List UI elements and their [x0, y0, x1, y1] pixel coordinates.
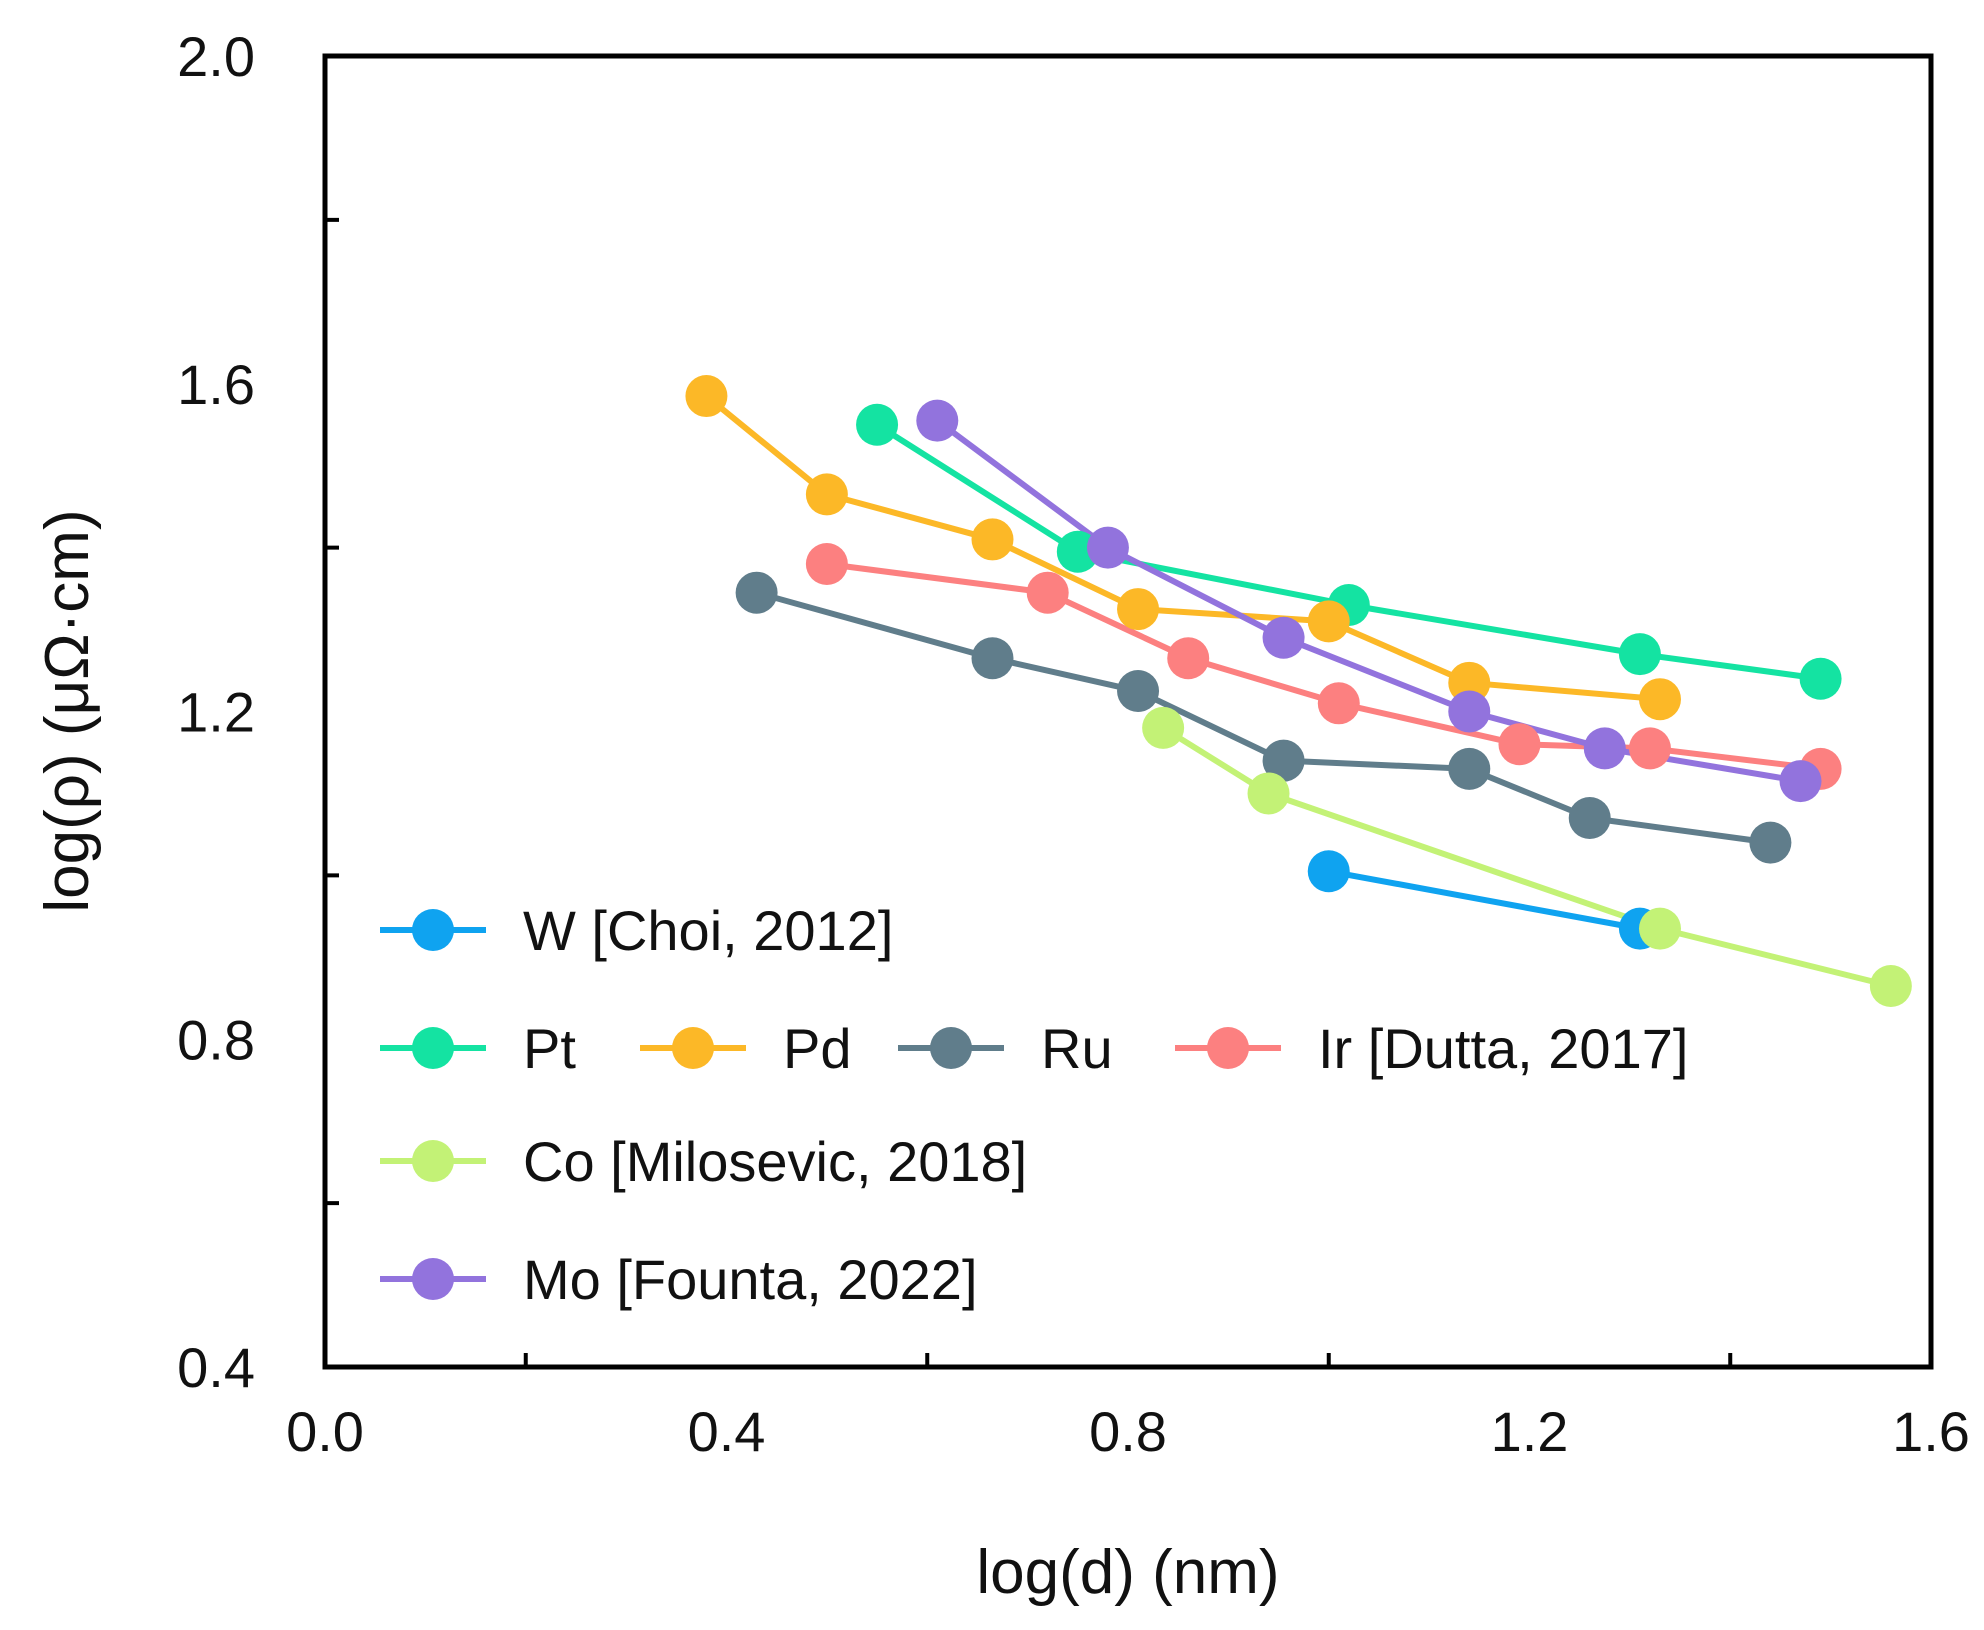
data-point-2 [1638, 678, 1681, 721]
legend-marker [412, 1027, 454, 1069]
legend-label: Ru [1041, 1017, 1113, 1080]
series-line-0 [1328, 868, 1641, 932]
data-point-4 [1167, 637, 1210, 680]
x-tick-label: 0.4 [688, 1400, 766, 1463]
data-point-4 [1317, 682, 1360, 725]
data-point-6 [1583, 727, 1626, 770]
x-tick-label: 1.6 [1892, 1400, 1970, 1463]
x-axis-label: log(d) (nm) [976, 1538, 1279, 1607]
data-point-2 [971, 518, 1014, 561]
data-point-5 [1869, 964, 1912, 1007]
legend-label: W [Choi, 2012] [523, 899, 893, 962]
data-point-4 [1628, 727, 1671, 770]
data-point-4 [1498, 723, 1541, 766]
data-point-4 [1026, 571, 1069, 614]
data-point-3 [1262, 739, 1305, 782]
data-point-3 [1448, 747, 1491, 790]
data-point-0 [1307, 850, 1350, 893]
legend-marker [672, 1027, 714, 1069]
data-point-1 [1799, 657, 1842, 700]
axis-ticks: 0.0 0.4 0.8 1.2 1.6 0.4 0.8 1.2 1.6 2.0 [177, 25, 1970, 1463]
legend: W [Choi, 2012] Pt Pd Ru Ir [Dutta, 2017] Co [… [380, 899, 1688, 1311]
data-point-5 [1247, 772, 1290, 815]
y-tick-label: 1.6 [177, 353, 255, 416]
data-point-6 [1262, 616, 1305, 659]
legend-label: Co [Milosevic, 2018] [523, 1130, 1027, 1193]
data-point-6 [1779, 760, 1822, 803]
legend-marker [412, 909, 454, 951]
data-point-1 [856, 403, 899, 446]
y-axis-label: log(ρ) (μΩ·cm) [33, 509, 102, 912]
legend-label: Pt [523, 1017, 576, 1080]
data-point-6 [1086, 526, 1129, 569]
y-tick-label: 1.2 [177, 681, 255, 744]
data-point-2 [1117, 588, 1160, 631]
legend-label: Mo [Founta, 2022] [523, 1248, 978, 1311]
legend-marker [930, 1027, 972, 1069]
y-tick-label: 0.8 [177, 1008, 255, 1071]
y-tick-label: 0.4 [177, 1336, 255, 1399]
data-point-2 [805, 473, 848, 516]
data-point-1 [1618, 633, 1661, 676]
x-tick-label: 0.0 [286, 1400, 364, 1463]
data-point-3 [1749, 821, 1792, 864]
legend-marker [1207, 1027, 1249, 1069]
data-point-3 [971, 637, 1014, 680]
legend-marker [412, 1140, 454, 1182]
x-tick-label: 1.2 [1491, 1400, 1569, 1463]
data-point-3 [1568, 797, 1611, 840]
data-point-3 [1117, 670, 1160, 713]
x-tick-label: 0.8 [1089, 1400, 1167, 1463]
data-point-5 [1142, 706, 1185, 749]
legend-label: Ir [Dutta, 2017] [1318, 1017, 1688, 1080]
data-point-6 [1448, 690, 1491, 733]
legend-marker [412, 1258, 454, 1300]
data-point-5 [1638, 907, 1681, 950]
legend-label: Pd [783, 1017, 852, 1080]
data-point-4 [805, 543, 848, 586]
series-layer [685, 375, 1912, 1007]
data-point-2 [685, 375, 728, 418]
data-point-2 [1307, 600, 1350, 643]
data-point-6 [916, 399, 959, 442]
y-tick-label: 2.0 [177, 25, 255, 88]
data-point-3 [735, 571, 778, 614]
series-line-5 [1161, 725, 1892, 989]
